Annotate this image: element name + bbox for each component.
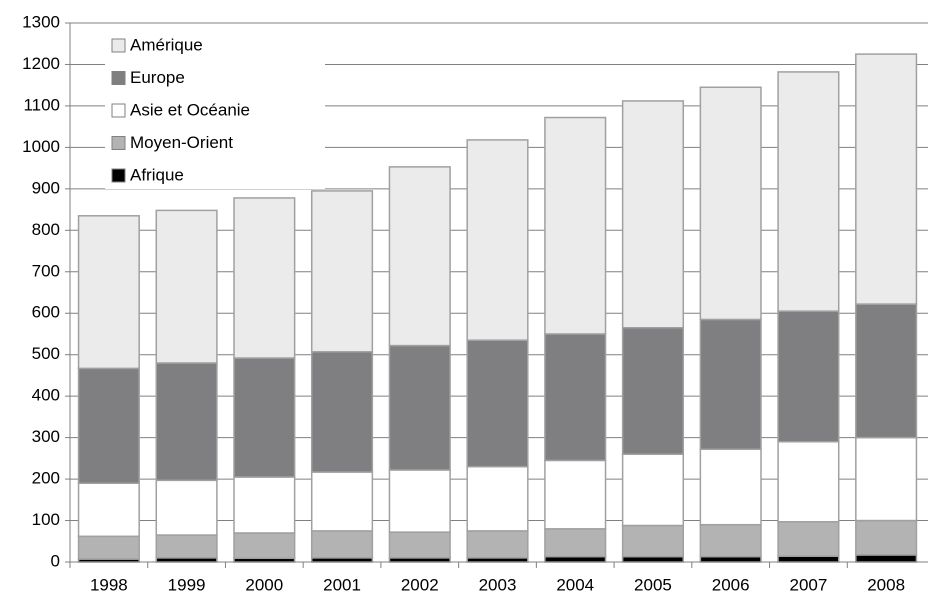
x-tick-label: 2005 (634, 575, 672, 594)
y-tick-label: 700 (32, 261, 60, 280)
x-tick-label: 1998 (90, 575, 128, 594)
bar-segment (233, 532, 296, 560)
bar-segment (544, 459, 607, 530)
bar-segment (310, 471, 374, 532)
bar-segment (310, 190, 374, 353)
x-tick-label: 2004 (556, 575, 594, 594)
legend-swatch (111, 136, 126, 150)
bar-segment (155, 534, 218, 559)
bar-segment (544, 333, 607, 462)
bar-segment (855, 303, 918, 439)
x-tick-label: 2003 (479, 575, 517, 594)
y-tick-label: 1100 (23, 95, 60, 114)
bar-segment (855, 53, 918, 305)
bar-segment (155, 479, 218, 536)
bar-segment (388, 531, 451, 559)
legend-swatch (111, 71, 126, 85)
bar-segment (855, 519, 918, 556)
x-tick-label: 2007 (789, 575, 827, 594)
bar-segment (310, 351, 374, 473)
y-tick-label: 800 (32, 220, 60, 239)
bar-segment (699, 555, 762, 563)
bar-segment (777, 441, 840, 523)
bar-segment (699, 86, 762, 321)
legend-label: Amérique (130, 35, 203, 54)
x-tick-label: 1999 (168, 575, 206, 594)
bar-segment (155, 362, 218, 482)
bar-segment (310, 530, 374, 559)
legend-swatch (111, 38, 126, 53)
bar-segment (77, 535, 140, 560)
bar-segment (777, 310, 840, 443)
y-tick-label: 1300 (22, 12, 60, 31)
bar-segment (777, 555, 840, 563)
bar-segment (77, 482, 140, 538)
bar-segment (466, 339, 529, 468)
bar-segment (466, 465, 529, 532)
bar-segment (621, 453, 685, 527)
x-tick-label: 2002 (401, 575, 439, 594)
y-tick-label: 1000 (22, 137, 60, 156)
bar-segment (855, 436, 918, 522)
bar-segment (699, 448, 762, 526)
bar-segment (233, 476, 296, 534)
x-tick-label: 2000 (245, 575, 283, 594)
legend-label: Europe (130, 68, 185, 87)
legend-label: Afrique (130, 165, 184, 184)
y-tick-label: 300 (32, 427, 60, 446)
y-tick-label: 400 (32, 386, 60, 405)
bar-segment (155, 209, 218, 364)
bar-segment (699, 523, 762, 558)
bar-segment (699, 318, 762, 450)
bar-segment (388, 344, 451, 471)
y-tick-label: 600 (32, 303, 60, 322)
bar-segment (621, 326, 685, 455)
y-tick-label: 0 (51, 551, 60, 570)
bar-segment (77, 367, 140, 484)
bar-segment (77, 215, 140, 370)
bar-segment (621, 524, 685, 558)
x-tick-label: 2006 (712, 575, 750, 594)
legend-label: Asie et Océanie (130, 100, 250, 119)
bar-segment (544, 555, 607, 563)
legend-swatch (111, 103, 126, 118)
bar-segment (544, 116, 607, 335)
bar-segment (233, 197, 296, 359)
y-tick-label: 100 (32, 510, 60, 529)
bar-segment (388, 166, 451, 347)
bar-segment (855, 554, 918, 563)
bar-segment (777, 521, 840, 557)
bar-segment (466, 139, 529, 341)
y-tick-label: 200 (32, 469, 60, 488)
x-tick-label: 2001 (323, 575, 361, 594)
bar-segment (544, 528, 607, 558)
legend-box (105, 26, 325, 189)
bar-segment (621, 100, 685, 329)
legend-label: Moyen-Orient (130, 133, 233, 152)
x-tick-label: 2008 (867, 575, 905, 594)
bar-segment (388, 469, 451, 533)
bar-segment (621, 555, 685, 563)
y-tick-label: 1200 (22, 54, 60, 73)
bar-segment (466, 530, 529, 559)
bar-segment (777, 71, 840, 312)
legend-swatch (111, 168, 126, 183)
y-tick-label: 900 (32, 178, 60, 197)
y-tick-label: 500 (32, 344, 60, 363)
bar-segment (233, 357, 296, 478)
